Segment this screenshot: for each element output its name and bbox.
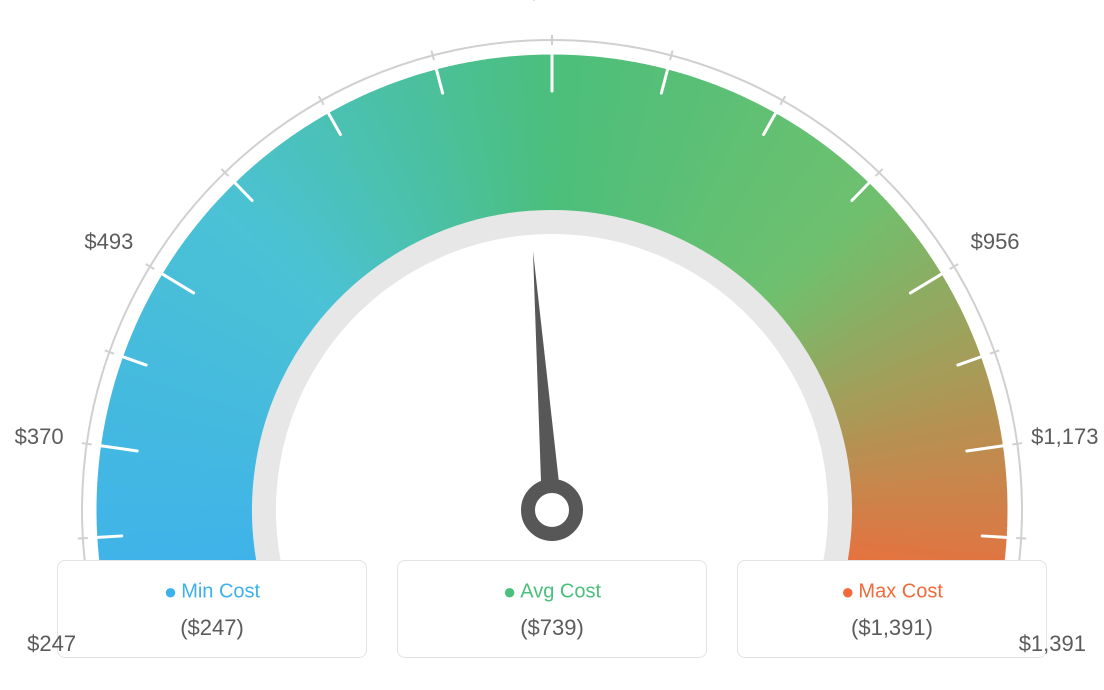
gauge-outer-tick xyxy=(1016,538,1026,539)
legend-dot-icon: ● xyxy=(503,579,516,604)
gauge-needle xyxy=(533,251,562,511)
gauge-outer-tick xyxy=(431,51,434,61)
gauge-tick xyxy=(982,536,1006,537)
legend-dot-icon: ● xyxy=(164,579,177,604)
legend-value: ($739) xyxy=(398,615,706,641)
gauge-svg xyxy=(0,0,1104,560)
legend-box: ●Max Cost ($1,391) xyxy=(737,560,1047,658)
legend-dot-icon: ● xyxy=(841,579,854,604)
gauge-outer-tick xyxy=(78,538,88,539)
gauge-needle-hub xyxy=(528,486,576,534)
legend-title-text: Min Cost xyxy=(181,580,260,602)
gauge-chart: $247$370$493$739$956$1,173$1,391 xyxy=(0,0,1104,560)
legend-value: ($1,391) xyxy=(738,615,1046,641)
gauge-tick-label: $1,391 xyxy=(1019,631,1086,657)
gauge-tick xyxy=(98,536,122,537)
legend-title: ●Max Cost xyxy=(738,579,1046,605)
gauge-tick-label: $247 xyxy=(27,631,76,657)
gauge-tick-label: $370 xyxy=(15,424,64,450)
gauge-outer-tick xyxy=(670,51,673,61)
gauge-tick-label: $956 xyxy=(971,229,1020,255)
gauge-outer-tick xyxy=(1012,443,1022,444)
legend-title: ●Min Cost xyxy=(58,579,366,605)
legend-box: ●Avg Cost ($739) xyxy=(397,560,707,658)
gauge-outer-tick xyxy=(82,443,92,444)
legend-title: ●Avg Cost xyxy=(398,579,706,605)
gauge-tick-label: $493 xyxy=(84,229,133,255)
legend-value: ($247) xyxy=(58,615,366,641)
cost-legend: ●Min Cost($247)●Avg Cost($739)●Max Cost(… xyxy=(0,560,1104,658)
legend-title-text: Max Cost xyxy=(858,580,942,602)
gauge-tick-label: $1,173 xyxy=(1031,424,1098,450)
gauge-tick-label: $739 xyxy=(528,0,577,5)
legend-box: ●Min Cost ($247) xyxy=(57,560,367,658)
legend-title-text: Avg Cost xyxy=(520,580,601,602)
